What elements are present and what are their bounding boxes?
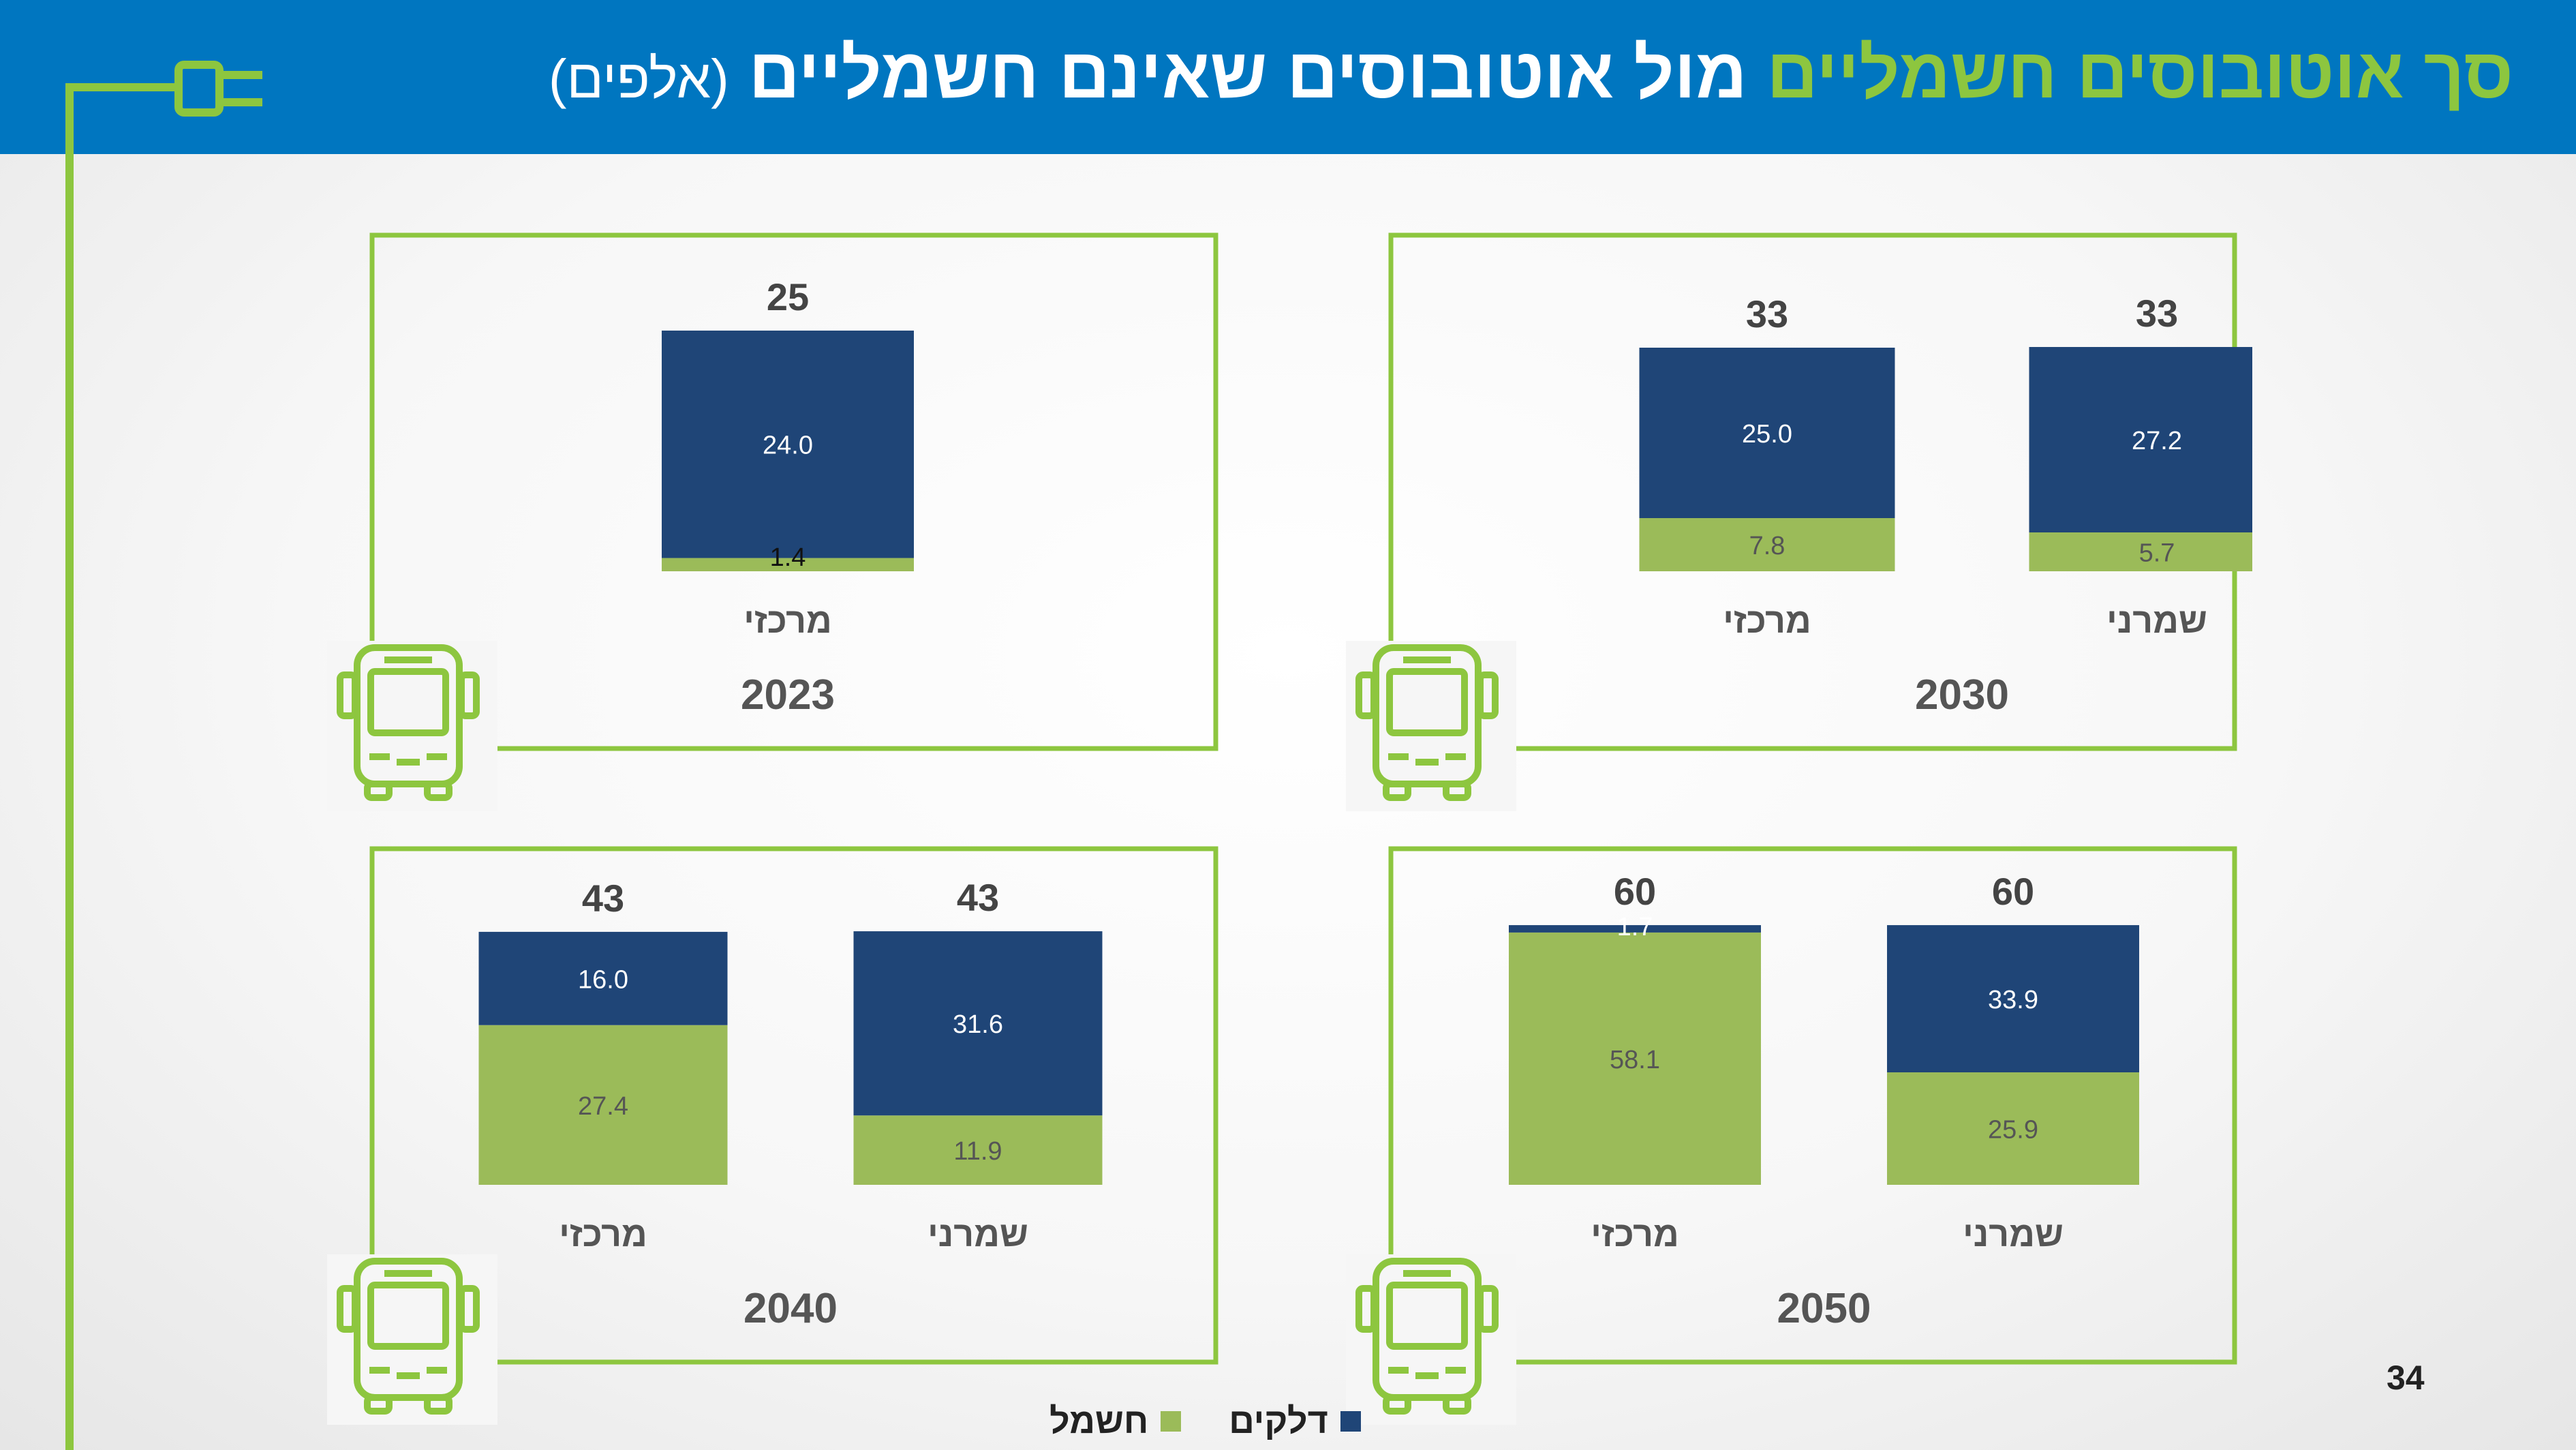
header-bar: סך אוטובוסים חשמליים מול אוטובוסים שאינם…	[0, 0, 2576, 154]
total-label: 60	[1614, 870, 1656, 913]
year-label: 2050	[1777, 1285, 1871, 1332]
bar-fuel	[1509, 925, 1761, 933]
bar-fuel	[662, 330, 914, 558]
bar-electric	[2029, 532, 2252, 571]
plug-cable	[65, 83, 179, 1450]
bus-icon	[1355, 644, 1499, 801]
data-label-fuel: 31.6	[953, 1010, 1003, 1039]
bus-icon	[337, 644, 480, 801]
bar-electric	[662, 558, 914, 571]
data-label-fuel: 27.2	[2132, 427, 2182, 455]
bar-electric	[1639, 518, 1895, 571]
year-label: 2023	[741, 671, 835, 719]
data-label-electric: 1.4	[770, 543, 806, 572]
legend-fuel-swatch	[1340, 1411, 1361, 1432]
panel-2030: 7.8 25.0 33 מרכזי 5.7 27.2 33 שמרני 2030	[1346, 232, 2252, 811]
panel-2040: 27.4 16.0 43 מרכזי 11.9 31.6 43 שמרני 2040	[327, 846, 1218, 1425]
bar-electric	[1887, 1072, 2139, 1185]
bus-icon	[337, 1258, 480, 1415]
data-label-fuel: 1.7	[1617, 913, 1653, 941]
legend-electric-label: חשמל	[1049, 1402, 1149, 1441]
panel-2023: 1.4 24.0 25 מרכזי 2023	[327, 232, 1218, 811]
bar-electric	[1509, 932, 1761, 1185]
category-label: מרכזי	[743, 601, 832, 641]
panel-frame	[369, 232, 1218, 751]
category-label: מרכזי	[1591, 1215, 1679, 1254]
title-unit: (אלפים)	[548, 48, 729, 109]
year-label: 2040	[743, 1285, 838, 1332]
data-label-electric: 27.4	[578, 1092, 628, 1121]
category-label: מרכזי	[559, 1215, 647, 1254]
total-label: 33	[1746, 292, 1788, 335]
data-label-fuel: 25.0	[1742, 420, 1792, 449]
bar-fuel	[1639, 348, 1895, 518]
data-label-fuel: 16.0	[578, 965, 628, 994]
panel-frame	[1388, 846, 2237, 1365]
data-label-electric: 5.7	[2139, 539, 2175, 568]
bar-electric	[478, 1025, 728, 1185]
total-label: 33	[2136, 292, 2178, 335]
bar-fuel	[1887, 925, 2139, 1073]
page-number: 34	[2387, 1359, 2425, 1397]
page-title: סך אוטובוסים חשמליים מול אוטובוסים שאינם…	[549, 26, 2513, 127]
title-electric-part: סך אוטובוסים חשמליים	[1766, 34, 2513, 113]
data-label-electric: 7.8	[1749, 532, 1785, 560]
bar-electric	[853, 1115, 1103, 1185]
bar-fuel	[478, 931, 728, 1025]
data-label-electric: 11.9	[953, 1137, 1002, 1166]
category-label: שמרני	[1963, 1215, 2064, 1254]
panel-frame	[369, 846, 1218, 1365]
bar-fuel	[2029, 347, 2252, 532]
data-label-fuel: 24.0	[763, 432, 813, 460]
legend-electric-swatch	[1161, 1411, 1182, 1432]
category-label: שמרני	[2106, 601, 2207, 641]
total-label: 43	[582, 877, 624, 920]
category-label: שמרני	[927, 1215, 1028, 1254]
total-label: 60	[1992, 870, 2034, 913]
data-label-electric: 25.9	[1988, 1116, 2038, 1145]
category-label: מרכזי	[1723, 601, 1811, 641]
data-label-fuel: 33.9	[1988, 986, 2038, 1014]
total-label: 25	[767, 275, 809, 318]
total-label: 43	[957, 876, 999, 919]
legend-fuel-label: דלקים	[1229, 1402, 1328, 1441]
data-label-electric: 58.1	[1610, 1046, 1660, 1074]
legend: דלקים חשמל	[1049, 1398, 1361, 1445]
year-label: 2030	[1915, 671, 2009, 719]
plug-icon	[174, 61, 262, 117]
title-nonelectric-part: מול אוטובוסים שאינם חשמליים	[748, 34, 1747, 113]
bus-icon	[1355, 1258, 1499, 1415]
bar-fuel	[853, 931, 1103, 1116]
